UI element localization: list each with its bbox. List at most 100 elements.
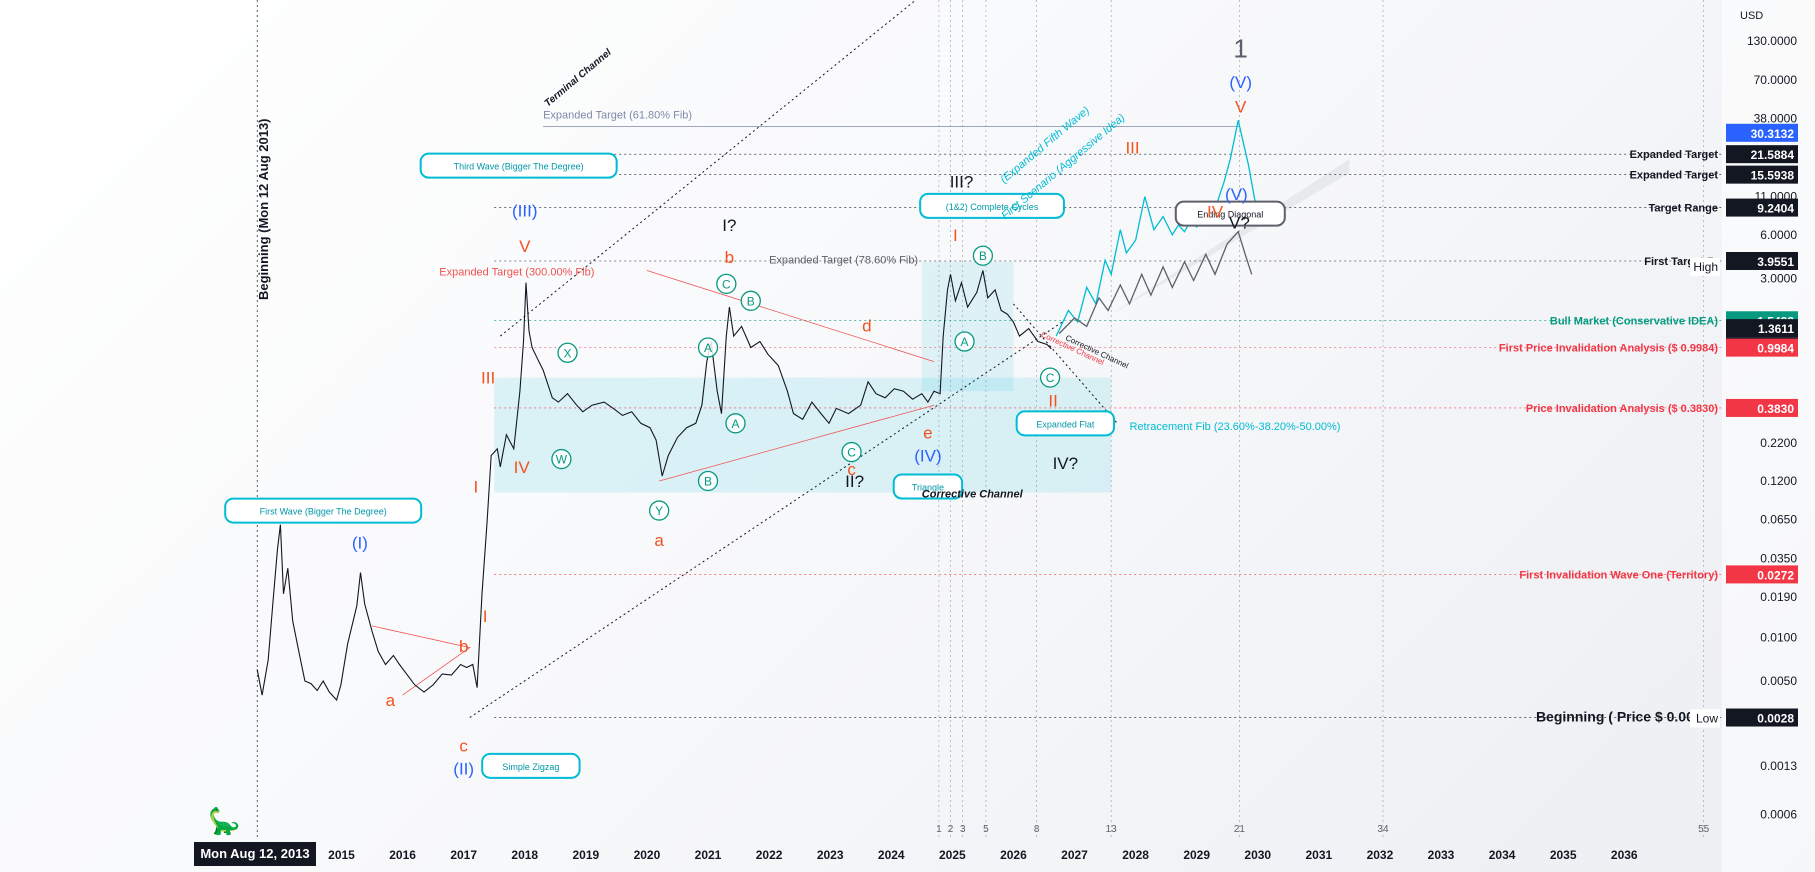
level-tag: Low: [1696, 712, 1718, 726]
wave-label: W: [556, 453, 568, 467]
ending-diagonal-wedge: [1105, 158, 1350, 318]
projection-aggressive-line: [1055, 120, 1259, 337]
flag-lines: [371, 625, 471, 696]
y-tick-label: 0.0350: [1760, 552, 1797, 566]
y-tick-label: 38.0000: [1754, 112, 1798, 126]
wave-label: I?: [722, 216, 736, 235]
price-badge: [1726, 165, 1798, 184]
level-label: Target Range: [1649, 203, 1718, 215]
x-tick-label: 2021: [695, 848, 722, 862]
y-tick-label: 0.0050: [1760, 674, 1797, 688]
wave-label-circle: [740, 290, 761, 311]
wave-label: II: [1048, 392, 1057, 411]
annotation-box: [224, 497, 423, 524]
wave-label: III: [1125, 138, 1139, 157]
y-tick-label: 0.0100: [1760, 630, 1797, 644]
fib-time-label: 8: [1034, 824, 1040, 835]
wave-label: X: [564, 346, 572, 360]
price-badge-value: 0.0272: [1757, 568, 1794, 582]
annotation-box-text: Triangle: [912, 482, 944, 492]
x-tick-label: 2029: [1183, 848, 1210, 862]
annotation-box-text: Expanded Flat: [1036, 419, 1095, 429]
wave-label: (V): [1229, 73, 1252, 92]
price-badge-value: 9.2404: [1757, 202, 1794, 216]
wave-label: B: [747, 294, 755, 308]
price-badge: [1726, 708, 1798, 727]
wave-label: C: [1046, 371, 1055, 385]
wave-label: C: [722, 277, 731, 291]
target-zone: [921, 261, 1014, 392]
wave-label: b: [459, 637, 468, 656]
wave-label: Y: [655, 504, 663, 518]
price-badge-value: 30.3132: [1751, 127, 1795, 141]
terminal-channel-lower: [469, 321, 1063, 718]
wave-label: III?: [950, 172, 974, 191]
wave-label-circle: [841, 441, 862, 463]
fib-time-label: 13: [1106, 824, 1118, 835]
x-tick-label: 2026: [1000, 848, 1027, 862]
annotation-box: [1174, 200, 1286, 227]
annotation-box-text: Ending Diagonal: [1197, 210, 1263, 220]
wave-label: IV?: [1053, 454, 1079, 473]
x-tick-label: 2019: [572, 848, 599, 862]
price-badge: [1726, 398, 1798, 417]
level-label: Price Invalidation Analysis ($ 0.3830): [1526, 403, 1719, 415]
projection-conservative-line: [1058, 230, 1253, 334]
wave-label: (IV): [914, 446, 941, 465]
x-tick-label: 2018: [511, 848, 538, 862]
x-tick-label: 2025: [939, 848, 966, 862]
annotation-box: [481, 752, 581, 779]
wave-label: III: [481, 369, 495, 388]
wave-label: V: [1235, 98, 1247, 117]
x-tick-label: 2024: [878, 848, 905, 862]
annotation-text: Expanded Target (78.60% Fib): [769, 255, 918, 267]
wave-label: B: [704, 474, 712, 488]
level-label: First Invalidation Wave One (Territory): [1519, 569, 1718, 581]
wave-label: (V): [1225, 185, 1248, 204]
wave-label: IV: [514, 458, 531, 477]
wave-label-circle: [697, 470, 719, 492]
wave-label-circle: [551, 448, 572, 470]
x-tick-label: 2036: [1611, 848, 1638, 862]
fib-time-label: 1: [936, 824, 942, 835]
annotation-box: [1015, 410, 1116, 437]
fib-time-label: 21: [1234, 824, 1246, 835]
y-tick-label: 70.0000: [1754, 73, 1798, 87]
level-label: Bull Market (Conservative IDEA): [1550, 315, 1718, 327]
wave-label: d: [862, 316, 871, 335]
wave-label: b: [725, 248, 734, 267]
wave-label: C: [847, 446, 856, 460]
price-badge: [1726, 123, 1798, 142]
x-tick-label: 2028: [1122, 848, 1149, 862]
annotation-box: [892, 473, 964, 500]
y-tick-label: 0.0006: [1760, 807, 1797, 821]
y-tick-label: 0.0650: [1760, 513, 1797, 527]
retracement-zone: [494, 377, 1112, 493]
annotation-text: Terminal Channel: [543, 47, 614, 109]
wave-label: (II): [453, 759, 474, 778]
x-tick-label: 2035: [1550, 848, 1577, 862]
currency-label[interactable]: USD: [1740, 10, 1764, 22]
fib-time-label: 3: [960, 824, 966, 835]
wave-label: I: [953, 226, 958, 245]
level-tag: High: [1693, 260, 1718, 274]
x-tick-label: 2033: [1428, 848, 1455, 862]
wave-label: V?: [1229, 213, 1250, 232]
x-tick-label: 2015: [328, 848, 355, 862]
corrective-channel-line: [1013, 303, 1118, 424]
y-tick-label: 0.0190: [1760, 590, 1797, 604]
wave-label: (I): [352, 534, 368, 553]
tradingview-logo-icon: 🦕: [208, 806, 241, 836]
wave-label: I: [474, 477, 479, 496]
wave-label-circle: [954, 331, 975, 352]
wave-label-circle: [725, 413, 746, 434]
price-badge-value: 0.3830: [1757, 402, 1794, 416]
price-badge-value: 15.5938: [1751, 169, 1795, 183]
annotation-text: Expanded Target (300.00% Fib): [439, 266, 594, 278]
wave-label-circle: [557, 342, 578, 363]
annotation-text: Corrective Channel: [922, 489, 1024, 501]
x-tick-label: 2017: [450, 848, 477, 862]
triangle-lower-line: [659, 404, 935, 482]
price-series-line: [256, 270, 1052, 702]
